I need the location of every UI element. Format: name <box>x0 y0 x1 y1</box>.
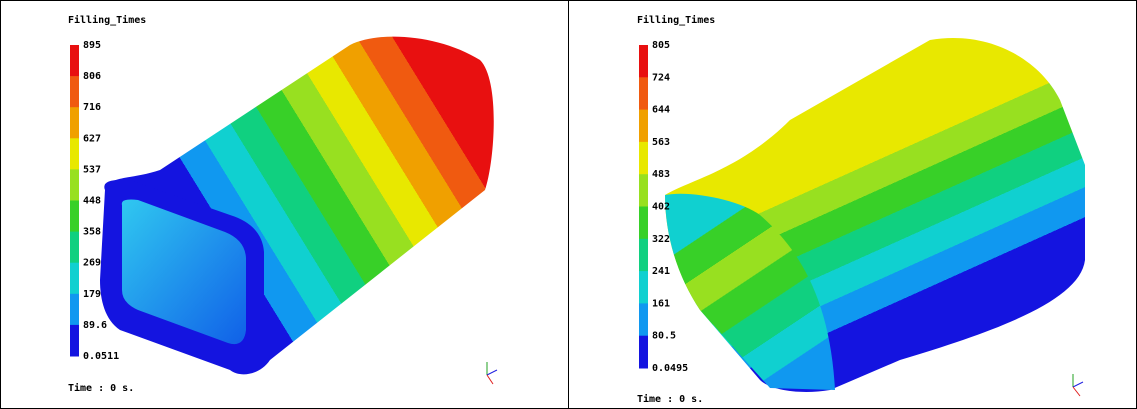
legend-swatch <box>70 45 79 77</box>
legend-swatch <box>70 138 79 170</box>
legend-label: 402 <box>652 202 670 213</box>
legend-swatch <box>639 207 648 240</box>
legend-label: 483 <box>652 169 670 180</box>
legend-label: 179 <box>83 289 101 300</box>
legend-swatch <box>639 303 648 336</box>
time-label: Time : 0 s. <box>637 393 703 405</box>
legend-label: 724 <box>652 72 670 83</box>
legend-label: 80.5 <box>652 331 676 342</box>
legend-swatch <box>639 239 648 272</box>
legend-swatch <box>639 142 648 175</box>
legend-label: 0.0495 <box>652 363 688 374</box>
legend-label: 161 <box>652 298 670 309</box>
legend-swatch <box>70 263 79 295</box>
legend-label: 322 <box>652 234 670 245</box>
legend-title: Filling_Times <box>68 14 146 26</box>
legend-label: 241 <box>652 266 670 277</box>
legend-label: 716 <box>83 102 101 113</box>
legend-label: 358 <box>83 227 101 238</box>
legend-swatch <box>70 76 79 108</box>
legend-swatch <box>70 201 79 233</box>
legend-label: 805 <box>652 40 670 51</box>
screen: Filling_Times 895 806 716 627 537 448 358 269 179… <box>0 0 1137 409</box>
legend-label: 0.0511 <box>83 351 119 362</box>
legend-label: 895 <box>83 40 101 51</box>
legend-swatch <box>70 325 79 357</box>
legend-swatch <box>70 232 79 264</box>
legend-label: 644 <box>652 105 670 116</box>
legend-label: 269 <box>83 258 101 269</box>
legend-swatch <box>70 107 79 139</box>
legend-swatch <box>70 294 79 326</box>
time-label: Time : 0 s. <box>68 382 134 394</box>
legend-swatch <box>639 45 648 78</box>
legend-swatch <box>639 77 648 110</box>
legend-label: 806 <box>83 71 101 82</box>
legend-swatch <box>639 110 648 143</box>
legend-swatch <box>70 169 79 201</box>
legend-swatch <box>639 336 648 369</box>
legend-label: 448 <box>83 196 101 207</box>
legend-swatch <box>639 271 648 304</box>
legend-title: Filling_Times <box>637 14 715 26</box>
legend-label: 537 <box>83 164 101 175</box>
legend-label: 563 <box>652 137 670 148</box>
legend-swatch <box>639 174 648 207</box>
legend-label: 89.6 <box>83 320 107 331</box>
legend-label: 627 <box>83 133 101 144</box>
